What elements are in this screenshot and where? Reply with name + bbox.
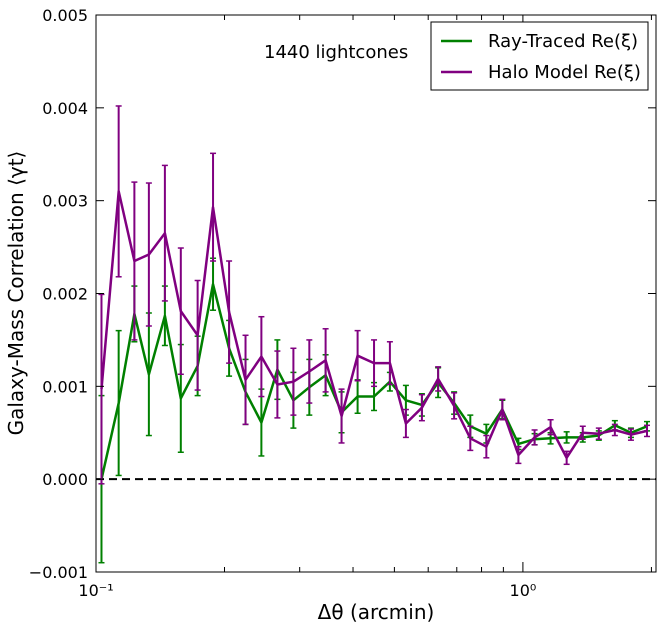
series-layer — [98, 105, 651, 564]
x-axis-label: Δθ (arcmin) — [318, 600, 435, 624]
plot-area — [96, 105, 656, 564]
y-tick-label: −0.001 — [29, 563, 88, 582]
x-tick-label: 10⁻¹ — [78, 581, 113, 600]
x-tick-label: 10⁰ — [510, 581, 537, 600]
legend-label-ray-traced: Ray-Traced Re(ξ) — [488, 31, 638, 52]
series-line — [100, 190, 648, 460]
y-tick-label: 0.000 — [42, 470, 88, 489]
legend-label-halo-model: Halo Model Re(ξ) — [488, 62, 641, 83]
y-tick-label: 0.002 — [42, 285, 88, 304]
y-tick-label: 0.003 — [42, 192, 88, 211]
series-1 — [98, 105, 651, 485]
legend-box — [430, 21, 649, 91]
legend: Ray-Traced Re(ξ) Halo Model Re(ξ) — [430, 21, 649, 91]
y-axis-label: Galaxy-Mass Correlation ⟨γt⟩ — [4, 151, 28, 436]
y-tick-label: 0.004 — [42, 99, 88, 118]
y-tick-label: 0.001 — [42, 377, 88, 396]
tick-layer: −0.001 0.000 0.001 0.002 0.003 0.004 0.005 10⁻¹… — [29, 6, 656, 600]
annotation-text: 1440 lightcones — [264, 42, 408, 63]
y-tick-label: 0.005 — [42, 6, 88, 25]
